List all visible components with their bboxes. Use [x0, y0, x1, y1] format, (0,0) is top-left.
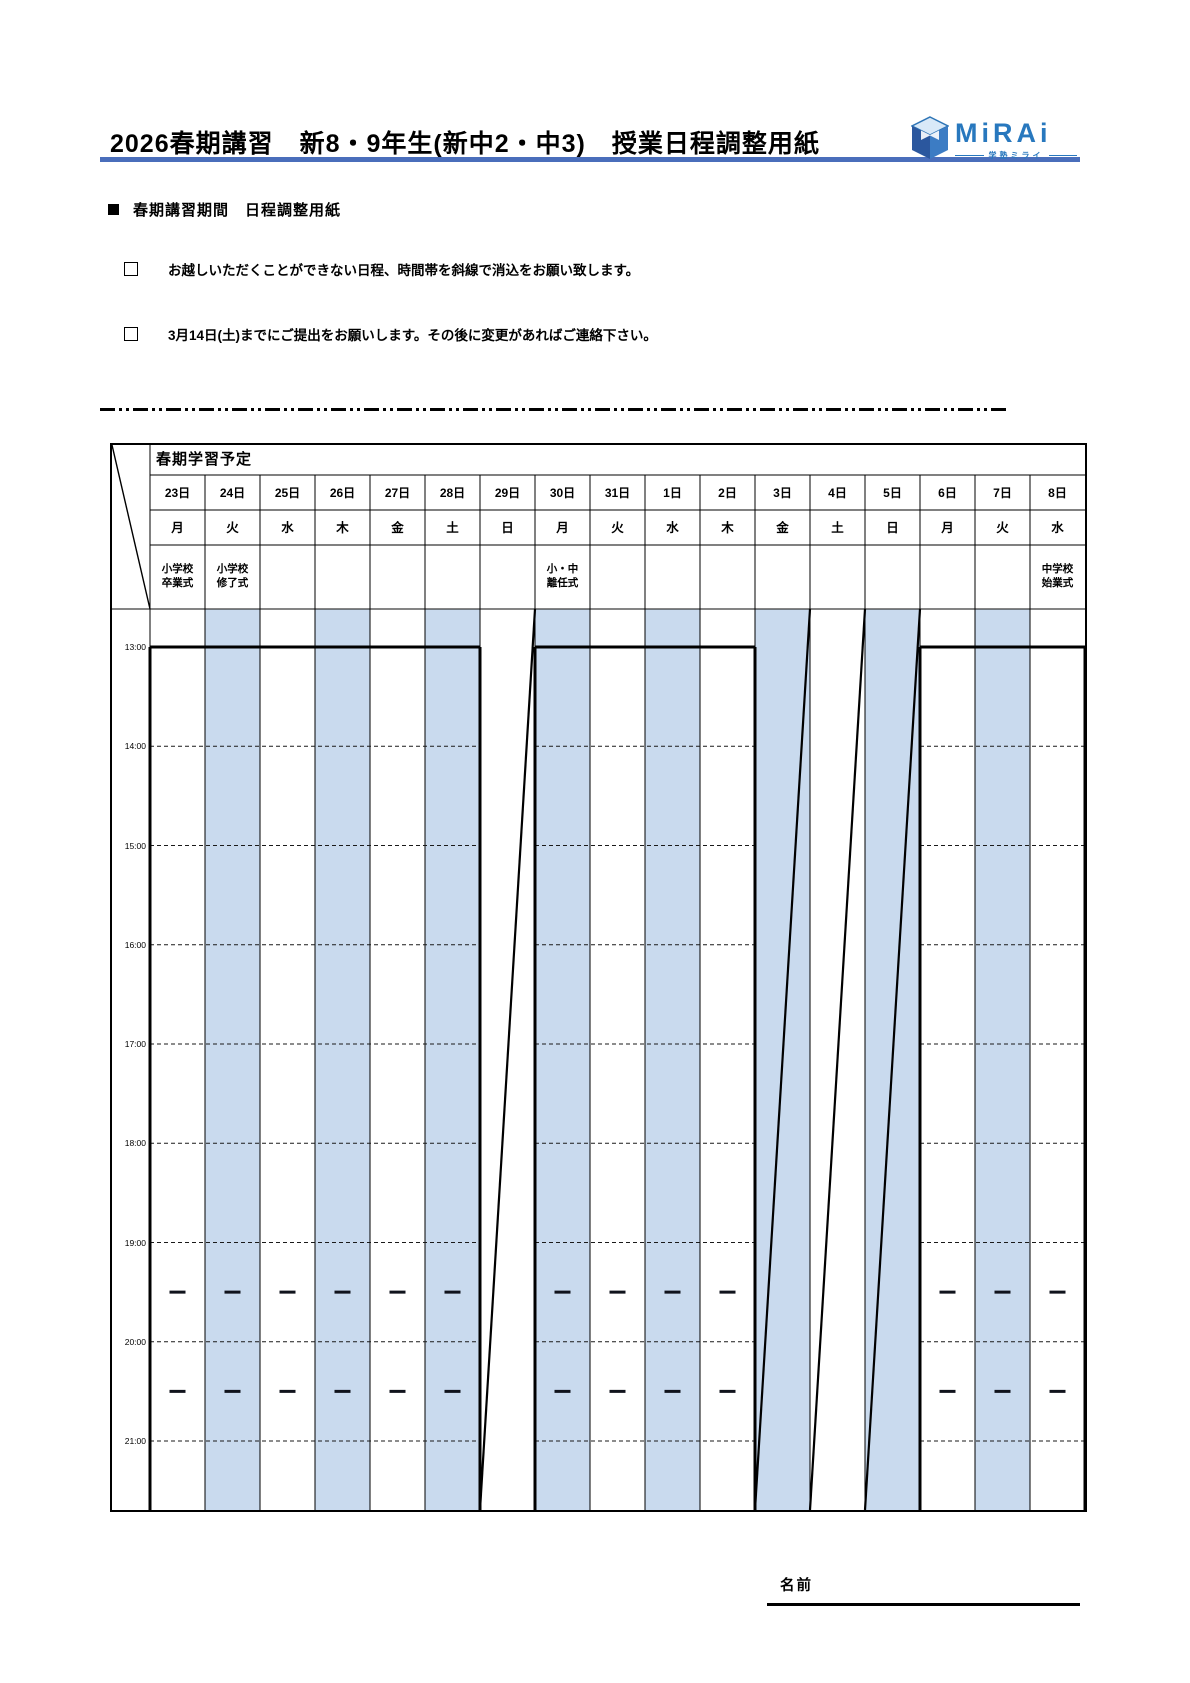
section-heading-text: 春期講習期間 日程調整用紙 [133, 202, 342, 219]
day-cell: 火 [611, 521, 624, 535]
date-cell: 5日 [883, 486, 902, 500]
day-cell: 土 [446, 521, 459, 535]
day-cell: 月 [171, 521, 184, 535]
event-cell [865, 546, 920, 608]
date-cell: 24日 [219, 486, 246, 500]
time-label: 15:00 [124, 840, 146, 851]
event-cell [315, 546, 370, 608]
time-label: 20:00 [124, 1336, 146, 1347]
instruction-text: 3月14日(土)までにご提出をお願いします。その後に変更があればご連絡下さい。 [168, 328, 657, 343]
event-cell [645, 546, 700, 608]
date-cell: 25日 [274, 486, 301, 500]
day-cell: 日 [886, 521, 899, 535]
event-cell [425, 546, 480, 608]
logo-subtitle: 学塾ミライ [955, 150, 1077, 161]
event-cell [260, 546, 315, 608]
date-cell: 29日 [494, 486, 521, 500]
date-cell: 3日 [773, 486, 792, 500]
event-cell [920, 546, 975, 608]
checkbox-icon [124, 262, 138, 276]
event-cell [700, 546, 755, 608]
date-cell: 26日 [329, 486, 356, 500]
page-title: 2026春期講習 新8・9年生(新中2・中3) 授業日程調整用紙 [110, 130, 820, 158]
day-cell: 月 [941, 521, 954, 535]
logo-rule-right [1048, 155, 1077, 156]
date-cell: 28日 [439, 486, 466, 500]
day-cell: 水 [666, 521, 679, 535]
day-cell: 月 [556, 521, 569, 535]
day-cell: 木 [336, 521, 349, 535]
time-label: 17:00 [124, 1039, 146, 1049]
title-accent-rule [100, 157, 1080, 162]
date-cell: 2日 [718, 486, 737, 500]
day-cell: 水 [1051, 521, 1064, 535]
event-cell [975, 546, 1030, 608]
time-label: 14:00 [124, 741, 146, 752]
time-label: 13:00 [124, 642, 146, 652]
event-cell: 小学校 修了式 [216, 563, 249, 589]
name-field-line [767, 1603, 1080, 1606]
company-logo: MiRAi 学塾ミライ [903, 112, 1088, 164]
logo-rule-left [955, 155, 984, 156]
day-cell: 金 [391, 521, 404, 535]
day-cell: 火 [226, 521, 239, 535]
instruction-row: お越しいただくことができない日程、時間帯を斜線で消込をお願い致します。 [124, 259, 639, 279]
date-cell: 7日 [993, 486, 1012, 500]
date-cell: 27日 [384, 486, 411, 500]
logo-subtitle-text: 学塾ミライ [988, 151, 1044, 160]
cube-logo-icon [911, 116, 949, 159]
day-cell: 木 [721, 521, 734, 535]
schedule-table: 春期学習予定 23日月小学校 卒業式 24日火小学校 修了式 25日水 26日木 27日… [110, 443, 1087, 1512]
day-cell: 水 [281, 521, 294, 535]
event-cell: 小・中 離任式 [546, 563, 579, 589]
event-cell [810, 546, 865, 608]
time-label: 21:00 [124, 1436, 146, 1446]
event-cell [480, 546, 535, 608]
day-cell: 日 [501, 521, 514, 535]
time-label: 18:00 [124, 1138, 146, 1149]
instruction-row: 3月14日(土)までにご提出をお願いします。その後に変更があればご連絡下さい。 [124, 324, 657, 344]
event-cell: 小学校 卒業式 [161, 563, 194, 589]
event-cell [370, 546, 425, 608]
schedule-grid-lines [112, 445, 1085, 1510]
date-cell: 6日 [938, 486, 957, 500]
day-cell: 金 [776, 521, 789, 535]
checkbox-icon [124, 327, 138, 341]
time-label: 16:00 [124, 939, 146, 950]
date-cell: 4日 [828, 486, 847, 500]
instruction-text: お越しいただくことができない日程、時間帯を斜線で消込をお願い致します。 [168, 263, 640, 278]
cut-line-separator [100, 408, 1010, 411]
date-cell: 31日 [604, 486, 631, 500]
name-field-label: 名前 [780, 1578, 813, 1594]
event-cell: 中学校 始業式 [1041, 563, 1074, 589]
day-cell: 火 [996, 521, 1009, 535]
date-cell: 30日 [549, 486, 576, 500]
day-cell: 土 [831, 521, 844, 535]
event-cell [755, 546, 810, 608]
logo-wordmark: MiRAi [955, 118, 1052, 148]
schedule-title: 春期学習予定 [156, 451, 253, 468]
filled-square-icon [108, 204, 119, 215]
event-cell [590, 546, 645, 608]
date-cell: 23日 [164, 486, 191, 500]
date-cell: 1日 [663, 486, 682, 500]
time-label: 19:00 [124, 1237, 146, 1248]
date-cell: 8日 [1048, 486, 1067, 500]
section-heading: 春期講習期間 日程調整用紙 [108, 199, 341, 220]
